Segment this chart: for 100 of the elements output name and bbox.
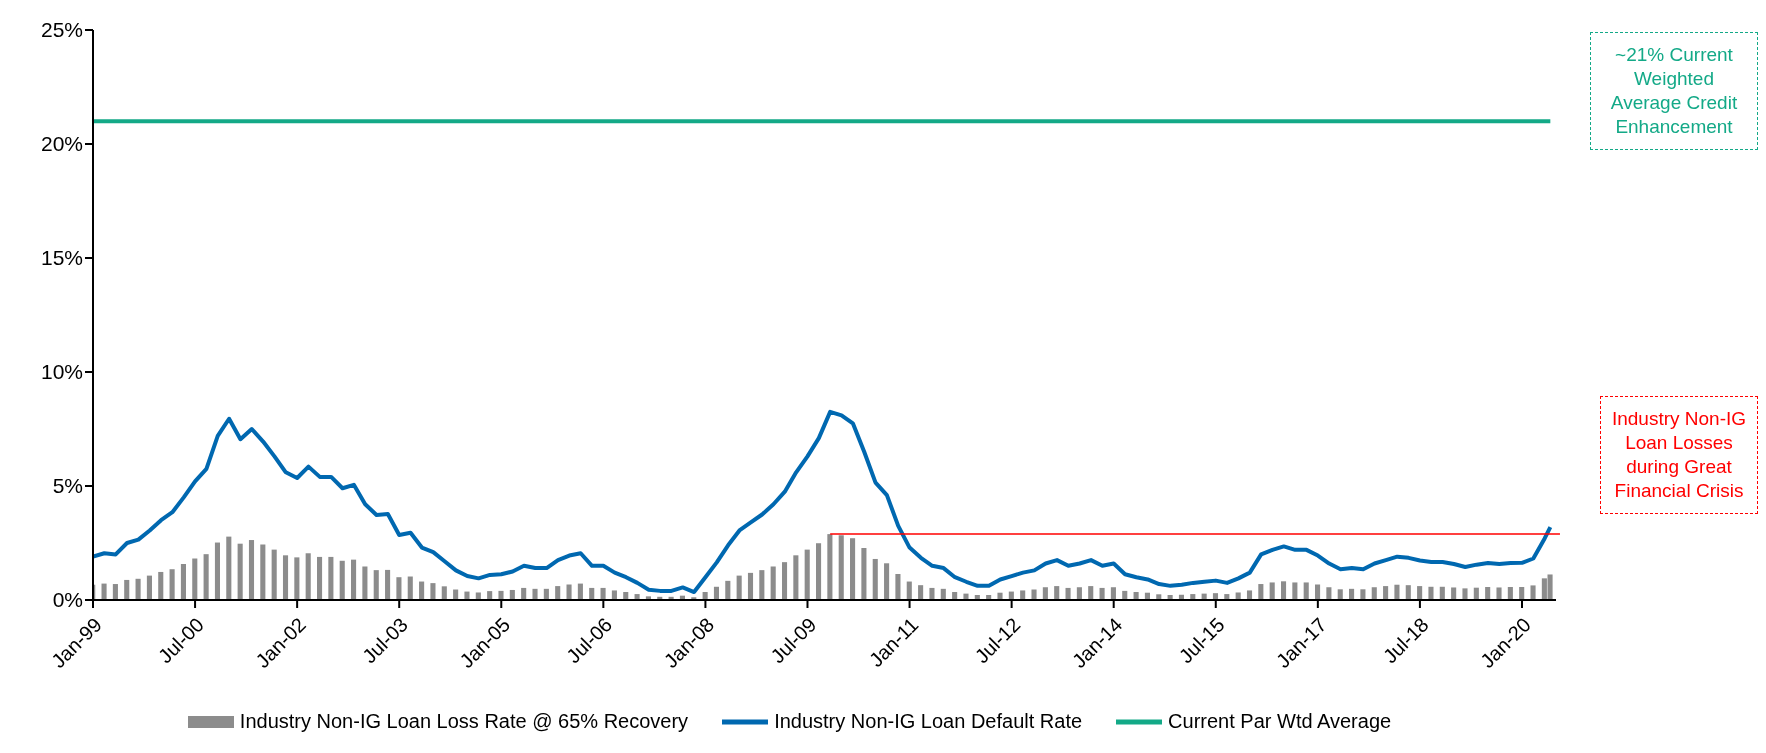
bar — [895, 574, 901, 600]
bar — [419, 581, 425, 600]
legend-label: Industry Non-IG Loan Default Rate — [774, 710, 1083, 733]
bar — [827, 534, 833, 600]
y-tick-label: 10% — [40, 360, 83, 384]
y-tick-label: 15% — [40, 246, 83, 270]
legend-label: Current Par Wtd Average — [1168, 710, 1392, 733]
bar — [1462, 588, 1468, 600]
bar — [963, 593, 969, 600]
bar — [1292, 582, 1298, 600]
bar — [464, 591, 470, 600]
bar — [339, 560, 345, 600]
bar — [475, 592, 481, 600]
bar — [1417, 586, 1423, 600]
y-tick-label: 0% — [52, 588, 83, 612]
bar — [192, 558, 198, 600]
bar — [260, 544, 266, 600]
bar — [1088, 586, 1094, 600]
bar — [532, 588, 538, 600]
y-tick-label: 25% — [40, 18, 83, 42]
bar — [725, 580, 731, 600]
bar — [158, 571, 164, 600]
bar — [271, 549, 277, 600]
y-tick-label: 20% — [40, 132, 83, 156]
bar — [906, 581, 912, 600]
bar — [385, 569, 391, 600]
y-tick-label: 5% — [52, 474, 83, 498]
bar — [1269, 582, 1275, 600]
bar — [282, 555, 289, 600]
bar — [1439, 586, 1445, 600]
bar — [407, 576, 413, 600]
bar — [611, 590, 617, 600]
bar — [747, 572, 754, 600]
bar — [770, 566, 776, 600]
legend-label: Industry Non-IG Loan Loss Rate @ 65% Recovery — [239, 710, 689, 733]
bar — [1110, 587, 1116, 600]
bar — [1031, 589, 1037, 600]
bar — [1076, 587, 1082, 600]
bar — [1337, 589, 1343, 600]
note-box: Industry Non-IG Loan Losses during Great Financial Crisis — [1600, 396, 1758, 514]
bar — [294, 557, 300, 600]
bar — [1383, 586, 1389, 600]
bar — [146, 575, 152, 600]
bar — [759, 570, 765, 600]
bar — [1507, 587, 1513, 600]
bar — [1428, 586, 1434, 600]
bar — [498, 590, 504, 600]
bar — [997, 592, 1003, 600]
bar — [1280, 581, 1287, 600]
bar — [441, 586, 447, 600]
bar — [373, 570, 379, 600]
bar — [237, 543, 243, 600]
bar — [214, 542, 221, 600]
bar — [1360, 589, 1366, 600]
bar — [362, 566, 368, 600]
bar — [135, 578, 141, 600]
bar — [929, 587, 935, 600]
line-series — [93, 409, 1553, 595]
bar — [1485, 587, 1491, 600]
bar — [736, 575, 742, 600]
bar — [1235, 592, 1241, 600]
bar — [203, 554, 209, 600]
bar — [793, 555, 799, 600]
bar — [884, 563, 890, 600]
bar — [838, 535, 844, 600]
bar — [316, 556, 323, 600]
bar — [872, 558, 878, 600]
bar — [713, 586, 720, 600]
bar — [850, 538, 856, 600]
bar — [1451, 587, 1457, 600]
bar — [169, 569, 175, 600]
bar — [555, 586, 561, 600]
bar — [226, 536, 232, 600]
bar — [1394, 584, 1400, 600]
bar — [1065, 587, 1071, 600]
bar — [1315, 584, 1321, 600]
bar — [430, 583, 436, 600]
bar — [1530, 585, 1536, 600]
bar — [180, 563, 186, 600]
bar — [861, 548, 867, 600]
bar — [815, 543, 822, 600]
bar — [781, 562, 788, 600]
bar — [248, 540, 255, 600]
bar — [1303, 582, 1309, 600]
bar — [566, 584, 572, 600]
bar — [1326, 587, 1332, 600]
note-box: ~21% Current Weighted Average Credit Enhancement — [1590, 32, 1758, 150]
bar — [1258, 584, 1264, 600]
bar — [328, 556, 334, 600]
bar — [804, 549, 810, 600]
bar — [112, 584, 118, 600]
bar — [1519, 587, 1525, 600]
bar — [1371, 587, 1377, 600]
bar — [1405, 585, 1411, 600]
bar — [1020, 590, 1026, 600]
bar — [351, 559, 357, 600]
bar — [396, 577, 402, 600]
bar — [1496, 587, 1502, 600]
bar — [918, 585, 924, 600]
bar — [1246, 590, 1253, 600]
